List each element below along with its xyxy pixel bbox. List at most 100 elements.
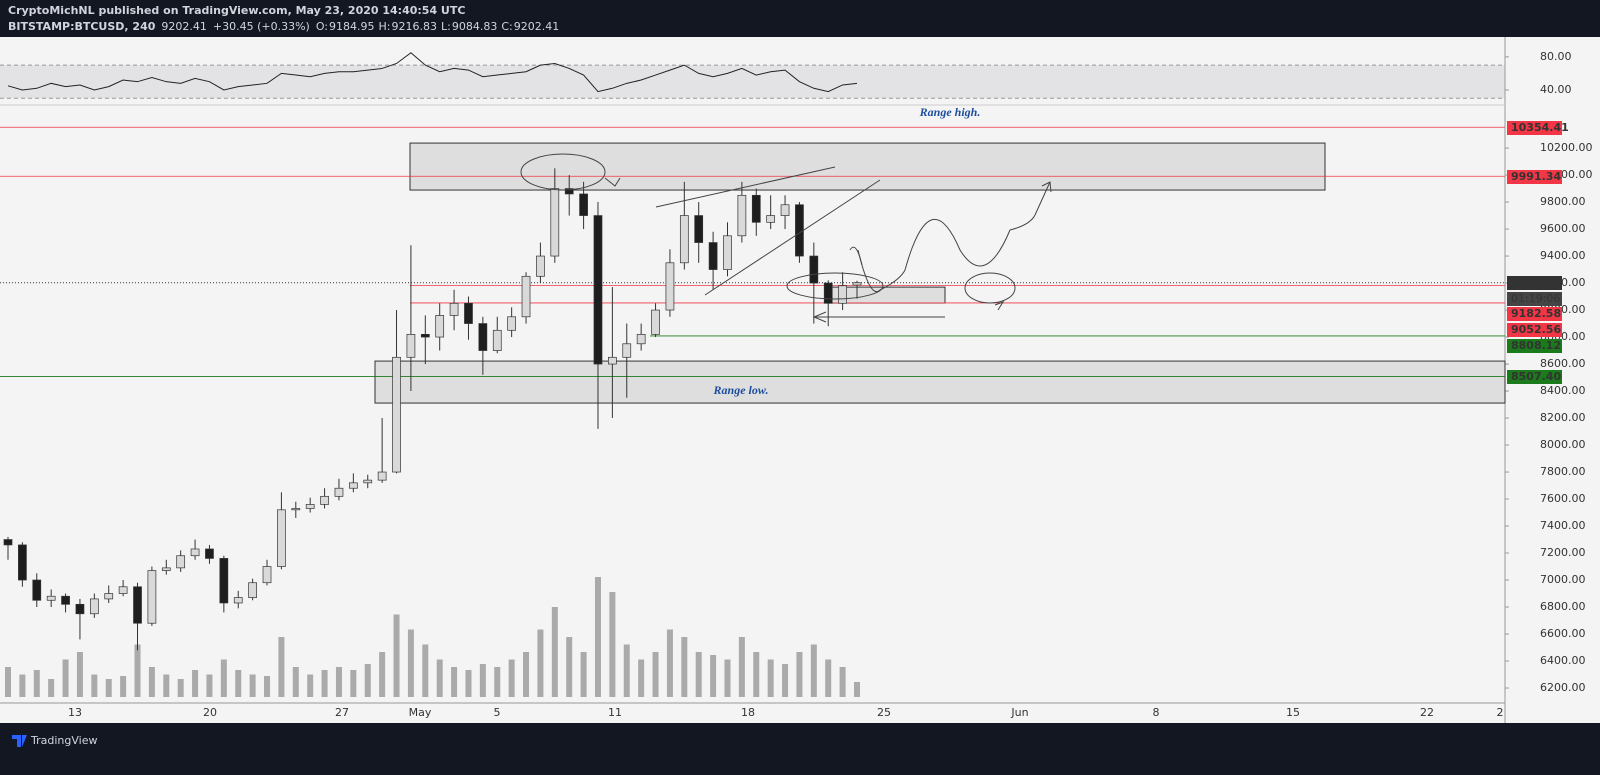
volume-bar bbox=[566, 637, 573, 697]
volume-bar bbox=[91, 674, 98, 697]
y-tick-label: 8000.00 bbox=[1540, 438, 1586, 451]
volume-bar bbox=[278, 637, 285, 697]
volume-bar bbox=[422, 644, 429, 697]
candle-body bbox=[205, 548, 214, 559]
volume-bar bbox=[580, 652, 587, 697]
candle-body bbox=[349, 482, 358, 489]
candle-body bbox=[392, 356, 401, 473]
price-label: 9182.58 bbox=[1511, 307, 1561, 320]
drawing bbox=[786, 272, 884, 300]
volume-bar bbox=[738, 637, 745, 697]
last-price-bg bbox=[1507, 276, 1562, 290]
volume-bar bbox=[62, 659, 69, 697]
price-label-bg bbox=[1507, 170, 1562, 184]
volume-bar bbox=[335, 667, 342, 697]
annotation: Range high. bbox=[919, 105, 981, 119]
candle-body bbox=[61, 595, 70, 605]
x-tick-label: 15 bbox=[1286, 706, 1300, 719]
price-label: 9991.34 bbox=[1511, 170, 1561, 183]
volume-bar bbox=[105, 679, 112, 697]
volume-bar bbox=[854, 682, 860, 697]
drawings bbox=[520, 153, 1052, 323]
volume-bar bbox=[407, 629, 414, 697]
price-label-bg bbox=[1507, 339, 1562, 353]
candle-body bbox=[478, 323, 488, 351]
volume-bar bbox=[681, 637, 688, 697]
candle-body bbox=[219, 558, 229, 604]
x-tick-label: 11 bbox=[608, 706, 622, 719]
zone bbox=[829, 286, 946, 304]
y-tick-label: 7400.00 bbox=[1540, 519, 1586, 532]
y-tick-label: 7000.00 bbox=[1540, 573, 1586, 586]
price-label: 8507.40 bbox=[1511, 370, 1561, 383]
rsi-line bbox=[7, 52, 858, 93]
price-label-bg bbox=[1507, 323, 1562, 337]
header-text: BITSTAMP:BTCUSD, 240 bbox=[8, 20, 156, 33]
x-tick-label: May bbox=[409, 706, 432, 719]
rsi-tick-label: 80.00 bbox=[1540, 50, 1572, 63]
price-label: 9052.56 bbox=[1511, 323, 1561, 336]
x-tick-label: 2 bbox=[1497, 706, 1504, 719]
volume-bar bbox=[479, 664, 486, 697]
candle-body bbox=[838, 285, 847, 304]
volume-bar bbox=[177, 679, 184, 697]
x-tick-label: Jun bbox=[1010, 706, 1028, 719]
drawing bbox=[964, 272, 1016, 304]
y-tick-label: 9400.00 bbox=[1540, 249, 1586, 262]
candle-body bbox=[46, 595, 56, 601]
volume-bar bbox=[307, 674, 314, 697]
header-text: 9084.83 bbox=[452, 20, 498, 33]
volume-bar bbox=[76, 652, 83, 697]
candle-body bbox=[75, 603, 85, 615]
drawing bbox=[812, 311, 945, 323]
candle-body bbox=[305, 504, 315, 509]
volume-bar bbox=[19, 674, 26, 697]
footer-logo: TradingView bbox=[30, 734, 97, 747]
x-tick-label: 20 bbox=[203, 706, 217, 719]
x-tick-label: 8 bbox=[1153, 706, 1160, 719]
volume-bar bbox=[33, 670, 40, 697]
volume-bar bbox=[551, 607, 558, 697]
drawing bbox=[520, 153, 606, 191]
y-tick-label: 6400.00 bbox=[1540, 654, 1586, 667]
candle-body bbox=[521, 275, 531, 318]
candle-body bbox=[176, 555, 186, 569]
volume-bar bbox=[192, 670, 199, 697]
candle-body bbox=[291, 508, 301, 511]
candle-body bbox=[823, 282, 833, 304]
volume-bar bbox=[523, 652, 530, 697]
volume-bar bbox=[810, 644, 817, 697]
volume-bar bbox=[436, 659, 443, 697]
volume-bar bbox=[379, 652, 386, 697]
volume-bar bbox=[623, 644, 630, 697]
volume-bar bbox=[465, 670, 472, 697]
volume-bar bbox=[393, 614, 400, 697]
drawing bbox=[857, 181, 1052, 293]
candle-body bbox=[277, 509, 286, 567]
header-text: 9184.95 bbox=[329, 20, 375, 33]
volume-bar bbox=[825, 659, 832, 697]
candle-body bbox=[795, 204, 804, 257]
volume-bar bbox=[724, 659, 731, 697]
price-label-bg bbox=[1507, 121, 1562, 135]
candle-body bbox=[593, 215, 603, 365]
price-label-bg bbox=[1507, 307, 1562, 321]
candle-body bbox=[133, 586, 142, 624]
header-text: 9216.83 bbox=[392, 20, 438, 33]
volume-bar bbox=[321, 670, 328, 697]
volume-bar bbox=[594, 577, 601, 697]
zone bbox=[409, 142, 1326, 191]
rsi-band bbox=[0, 65, 1505, 99]
y-tick-label: 7600.00 bbox=[1540, 492, 1586, 505]
header-bar bbox=[0, 0, 1600, 37]
candle-body bbox=[636, 333, 646, 345]
y-tick-label: 7800.00 bbox=[1540, 465, 1586, 478]
header-text: 9202.41 bbox=[161, 20, 207, 33]
y-tick-label: 8600.00 bbox=[1540, 357, 1586, 370]
volume-bar bbox=[120, 676, 127, 697]
footer-bar bbox=[0, 723, 1600, 771]
volume-bar bbox=[134, 644, 141, 697]
y-tick-label: 6200.00 bbox=[1540, 681, 1586, 694]
candle-body bbox=[608, 356, 617, 365]
candle-body bbox=[579, 193, 588, 216]
